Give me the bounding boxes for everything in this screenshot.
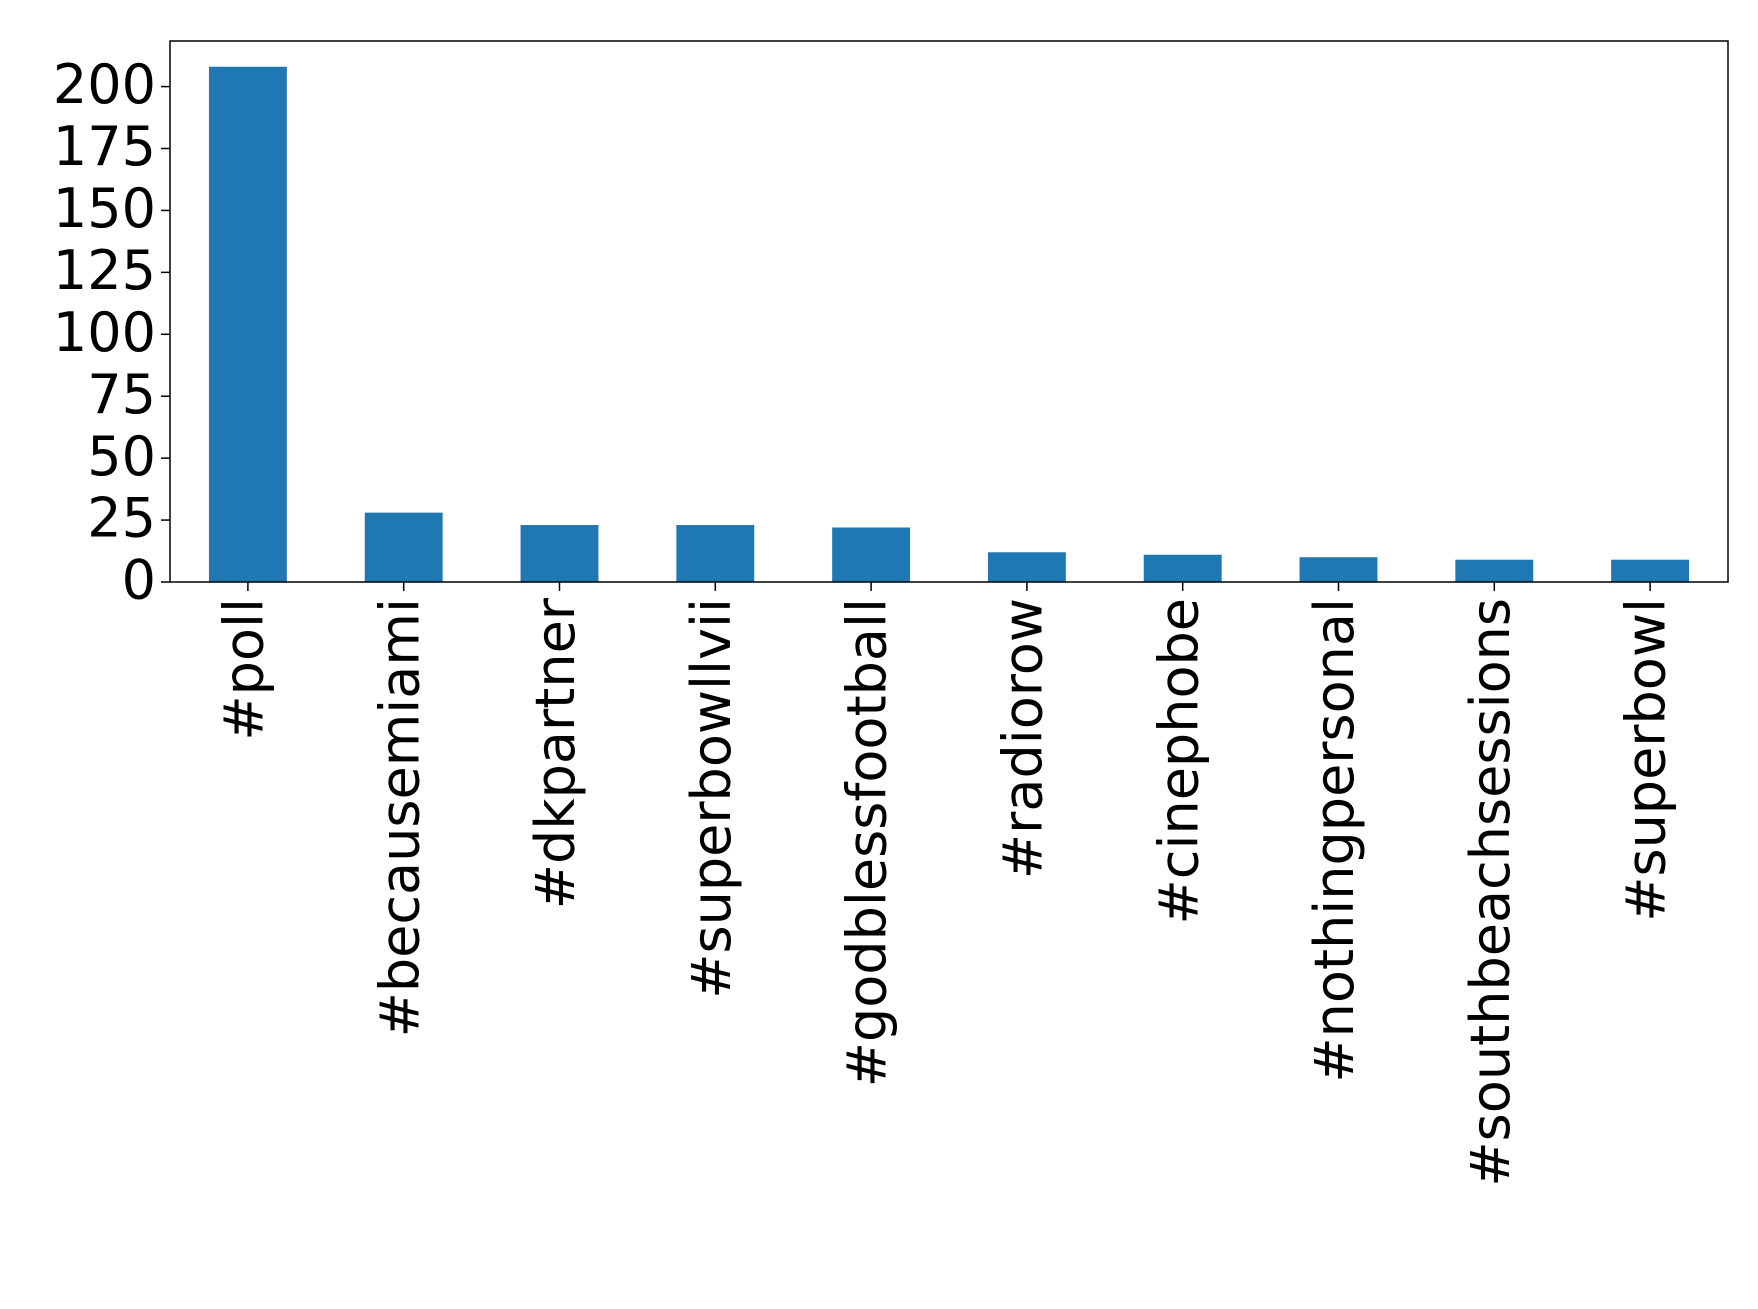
y-tick-label: 75 [87,363,156,426]
bar [676,525,755,582]
bar [1143,554,1222,582]
x-tick-label: #becausemiami [368,598,431,1037]
y-tick-label: 150 [53,177,156,240]
x-tick-label: #radiorow [992,598,1055,879]
y-tick-label: 25 [87,487,156,550]
x-tick-label: #godblessfootball [836,598,899,1087]
bar [364,512,443,582]
x-tick-label: #superbowl [1615,598,1678,922]
y-tick-label: 100 [53,301,156,364]
plot-frame [169,40,1729,583]
y-tick-label: 50 [87,425,156,488]
x-tick-label: #nothingpersonal [1303,598,1366,1083]
x-tick-label: #southbeachsessions [1459,598,1522,1187]
x-tick-label: #dkpartner [524,597,587,909]
x-tick-label: #poll [213,598,276,741]
bar [1455,559,1534,582]
y-tick-label: 125 [53,239,156,302]
x-tick-label: #superbowllvii [680,598,743,999]
bar [208,66,287,582]
bar [832,527,911,582]
y-tick-label: 175 [53,115,156,178]
bar [987,552,1066,582]
x-tick-label: #cinephobe [1147,598,1210,924]
y-tick-label: 200 [53,53,156,116]
y-tick-label: 0 [122,549,156,612]
bar [520,525,599,582]
bar [1611,559,1690,582]
bar [1299,557,1378,582]
